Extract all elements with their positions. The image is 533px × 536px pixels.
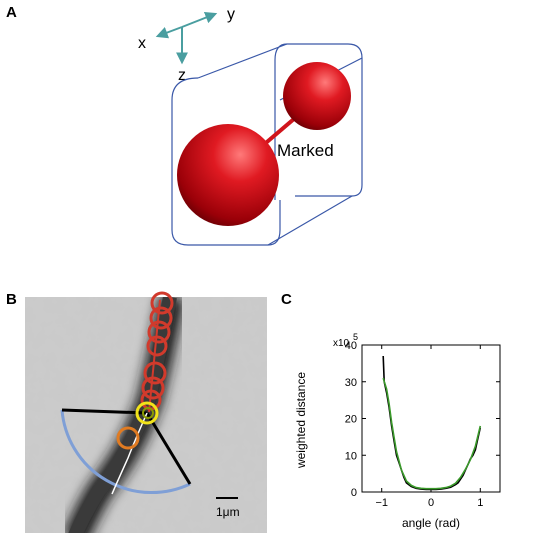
search-sector bbox=[60, 408, 192, 495]
y-tick-label: 0 bbox=[351, 487, 357, 499]
panel-label-b: B bbox=[6, 291, 17, 308]
y-exponent-label: 5 bbox=[353, 332, 358, 342]
y-multiplier-label: x10 bbox=[333, 338, 350, 349]
coordinate-axes: y x z bbox=[138, 6, 235, 84]
series-line-2 bbox=[382, 377, 482, 490]
tracked-rings bbox=[116, 291, 174, 450]
y-tick-label: 20 bbox=[345, 414, 357, 426]
x-tick-label: 0 bbox=[428, 497, 434, 509]
y-tick-label: 40 bbox=[345, 340, 357, 352]
marked-label: Marked bbox=[277, 141, 334, 160]
x-axis-title: angle (rad) bbox=[402, 516, 460, 530]
y-tick-label: 30 bbox=[345, 377, 357, 389]
y-tick-label: 10 bbox=[345, 450, 357, 462]
axis-label-y: y bbox=[227, 6, 235, 23]
plot-frame bbox=[361, 344, 501, 493]
y-axis-arrow bbox=[181, 11, 218, 28]
x-axis-arrow bbox=[155, 26, 183, 39]
x-tick-label: 1 bbox=[477, 497, 483, 509]
small-sphere bbox=[283, 62, 351, 130]
large-sphere-marked bbox=[177, 124, 279, 226]
scale-bar-label: 1μm bbox=[216, 505, 240, 519]
y-axis-title: weighted distance bbox=[294, 372, 308, 469]
axis-label-z: z bbox=[178, 67, 186, 84]
bounding-capsule bbox=[171, 43, 363, 246]
panel-label-c: C bbox=[281, 291, 292, 308]
axis-label-x: x bbox=[138, 35, 146, 52]
panel-label-a: A bbox=[6, 4, 17, 21]
x-tick-label: −1 bbox=[375, 497, 388, 509]
